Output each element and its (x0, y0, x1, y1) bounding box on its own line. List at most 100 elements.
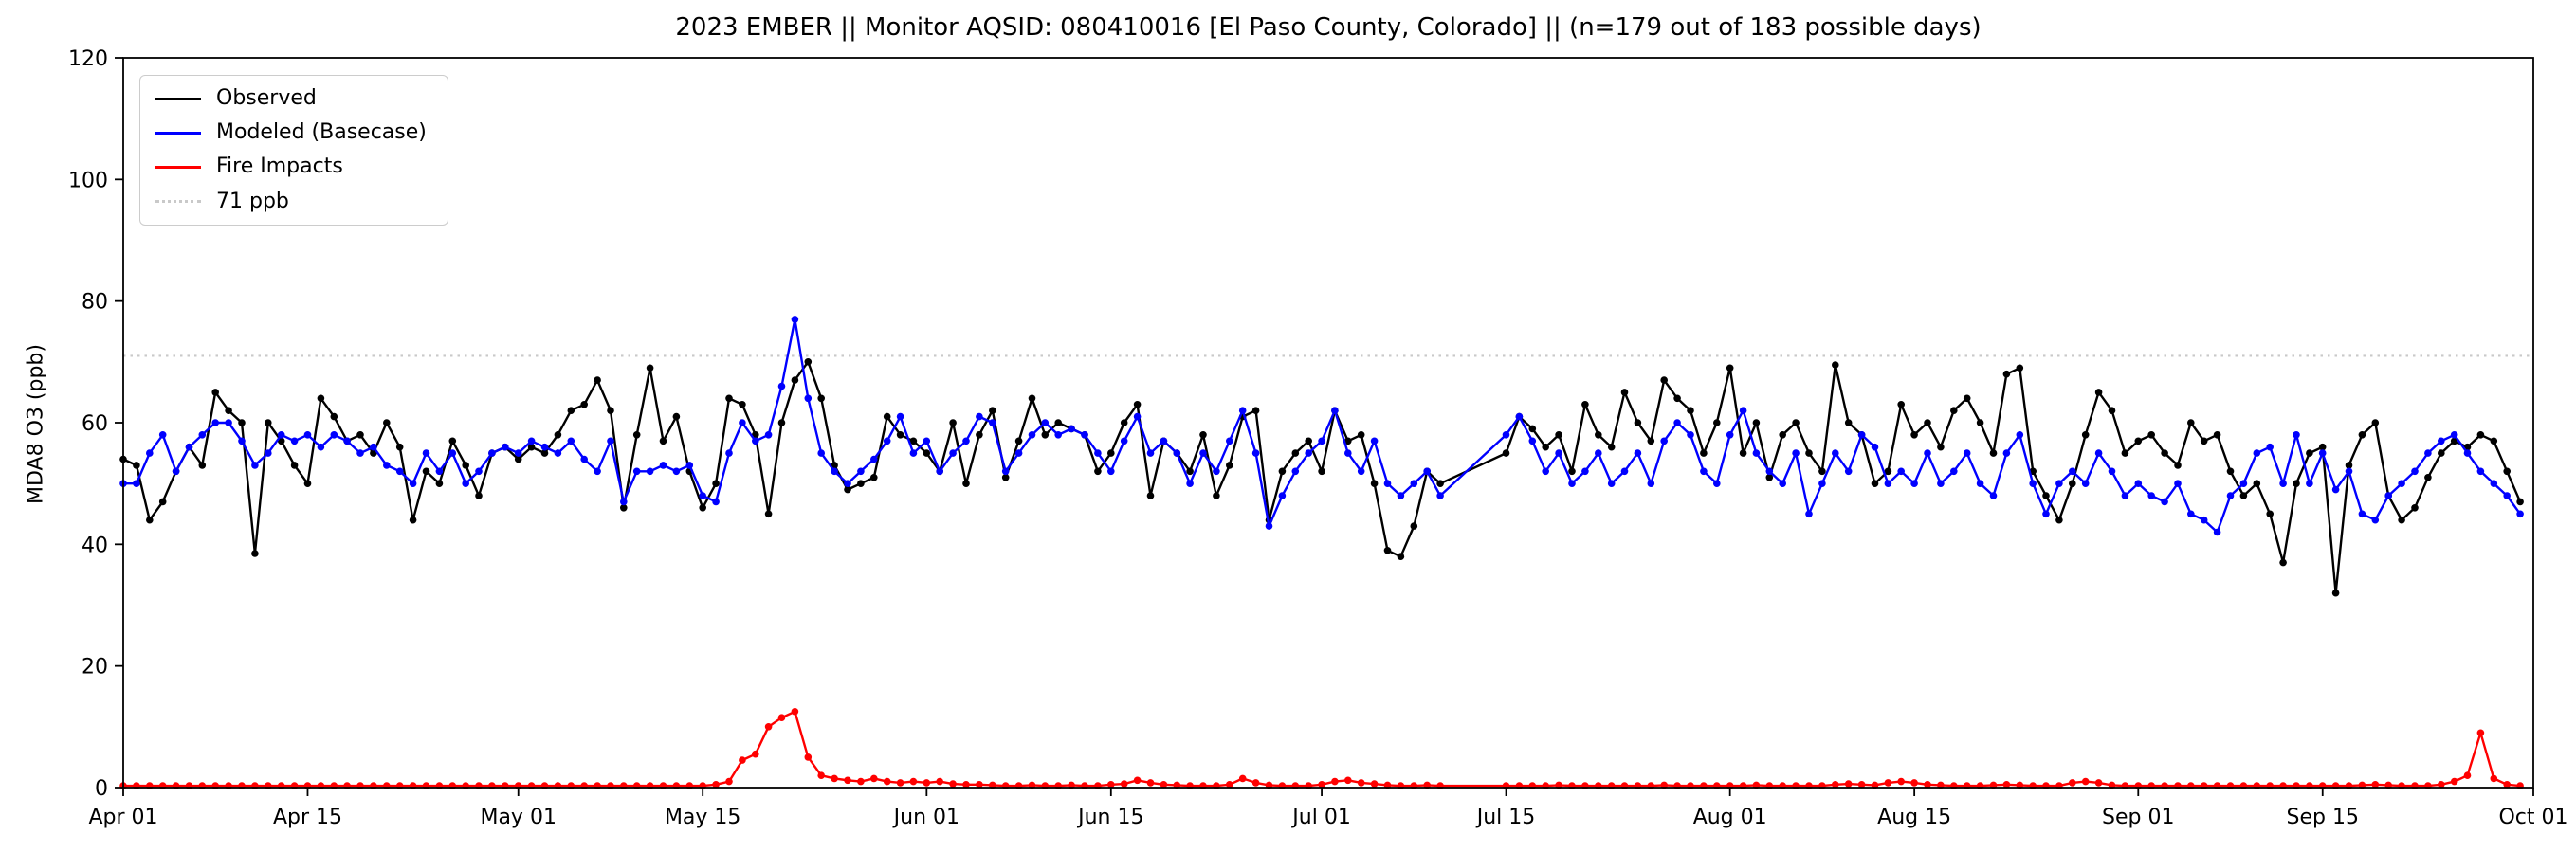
data-point (1871, 443, 1879, 451)
data-point (1713, 480, 1721, 487)
data-point (2239, 492, 2248, 499)
data-point (831, 774, 838, 783)
data-point (1805, 510, 1813, 518)
x-tick-label: Sep 01 (2102, 806, 2174, 829)
data-point (2438, 781, 2445, 789)
data-point (817, 771, 825, 779)
data-point (1779, 431, 1786, 439)
data-point (2239, 480, 2248, 487)
legend-line-sample (155, 131, 201, 135)
x-tick-label: Jul 15 (1475, 806, 1536, 829)
legend-line-sample (155, 165, 201, 169)
data-point (2476, 729, 2485, 737)
data-point (2081, 777, 2090, 786)
legend-item: Observed (155, 86, 427, 110)
data-point (1897, 467, 1905, 476)
data-point (1620, 467, 1629, 476)
data-point (185, 443, 193, 451)
data-point (1595, 449, 1602, 457)
legend-label: Observed (216, 86, 317, 110)
data-point (672, 412, 681, 421)
data-point (646, 467, 654, 476)
data-point (1054, 431, 1062, 439)
data-point (1620, 389, 1629, 396)
data-point (712, 480, 720, 487)
data-point (1884, 779, 1892, 787)
data-point (2424, 474, 2432, 481)
data-point (1318, 467, 1325, 476)
data-point (1924, 419, 1931, 426)
data-point (1410, 522, 1418, 530)
data-point (1265, 522, 1273, 530)
data-point (1041, 431, 1050, 439)
data-point (2002, 370, 2011, 378)
data-point (1660, 376, 1668, 384)
data-point (238, 419, 246, 426)
data-point (1331, 407, 1339, 415)
series-line-1 (123, 318, 2522, 534)
data-point (1515, 412, 1524, 421)
data-point (2174, 480, 2182, 487)
data-point (632, 431, 641, 439)
data-point (1976, 480, 1984, 487)
data-point (1963, 449, 1971, 457)
data-point (1238, 407, 1247, 415)
data-point (962, 480, 970, 487)
x-tick-label: Jun 15 (1076, 806, 1143, 829)
data-point (1647, 480, 1655, 487)
data-point (2331, 485, 2340, 494)
data-point (1107, 449, 1115, 457)
x-tick-label: Jul 01 (1290, 806, 1351, 829)
data-point (1634, 419, 1642, 426)
y-tick-label: 80 (82, 291, 108, 315)
data-point (632, 467, 641, 476)
data-point (1542, 467, 1549, 476)
data-point (1844, 467, 1853, 476)
data-point (1976, 419, 1984, 426)
data-point (303, 480, 312, 487)
data-point (1884, 480, 1892, 487)
data-point (330, 412, 338, 421)
data-point (2094, 389, 2103, 396)
data-point (989, 407, 996, 415)
data-point (2002, 449, 2011, 457)
data-point (712, 498, 720, 506)
x-tick-label: Apr 01 (88, 806, 157, 829)
legend: Observed Modeled (Basecase) Fire Impacts 71… (139, 75, 448, 226)
data-point (804, 394, 813, 403)
data-point (817, 394, 825, 403)
data-point (211, 419, 219, 426)
data-point (1028, 394, 1036, 403)
data-point (1041, 419, 1050, 426)
data-point (1305, 437, 1312, 445)
data-point (1014, 449, 1023, 457)
data-point (2108, 407, 2116, 415)
data-point (211, 389, 219, 396)
data-point (2200, 437, 2208, 445)
data-point (435, 480, 444, 487)
data-point (739, 756, 746, 764)
data-point (265, 449, 272, 457)
data-point (2213, 431, 2221, 439)
data-point (909, 449, 918, 457)
data-point (1568, 480, 1576, 487)
data-point (1318, 781, 1325, 789)
data-point (514, 455, 522, 463)
data-point (1897, 777, 1905, 786)
data-point (1963, 394, 1971, 403)
data-point (2002, 781, 2011, 789)
data-point (1924, 781, 1931, 789)
data-point (1291, 467, 1300, 476)
legend-item: Fire Impacts (155, 155, 427, 178)
data-point (936, 467, 943, 476)
data-point (2016, 431, 2024, 439)
data-point (1700, 449, 1708, 457)
data-point (976, 412, 983, 421)
data-point (1844, 780, 1853, 788)
data-point (422, 449, 430, 457)
data-point (791, 708, 799, 716)
data-point (356, 449, 364, 457)
data-point (1120, 419, 1128, 426)
data-point (752, 437, 759, 445)
data-point (2358, 431, 2366, 439)
